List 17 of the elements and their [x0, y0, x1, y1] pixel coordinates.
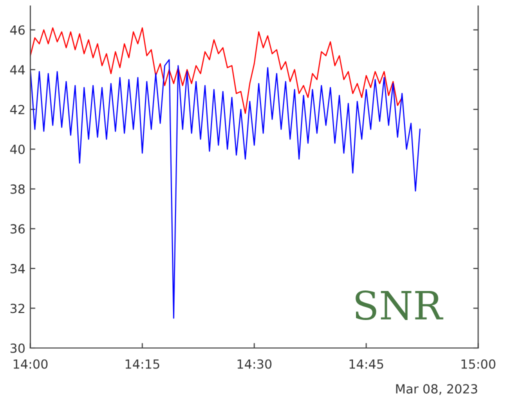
y-tick-label: 44	[10, 65, 25, 74]
annotation: SNR	[356, 290, 444, 320]
y-tick-label: 32	[10, 304, 24, 314]
y-tick-label: 40	[10, 144, 25, 154]
x-tick-label: 14:45	[350, 359, 384, 369]
text: Mar 08, 2023	[396, 384, 478, 395]
y-tick-label: 38	[10, 184, 25, 194]
y-tick-label: 34	[10, 264, 25, 274]
y-tick-label: 30	[10, 343, 25, 353]
x-tick-label: 14:15	[126, 359, 160, 369]
x-tick-label: 14:30	[238, 359, 272, 369]
y-tick-label: 36	[10, 224, 25, 234]
x-tick-label: 14:00	[14, 359, 48, 369]
y-tick-label: 46	[10, 25, 25, 35]
y-tick-label: 42	[10, 104, 24, 114]
line-series	[30, 27, 403, 114]
x-tick-label: 15:00	[462, 359, 496, 369]
